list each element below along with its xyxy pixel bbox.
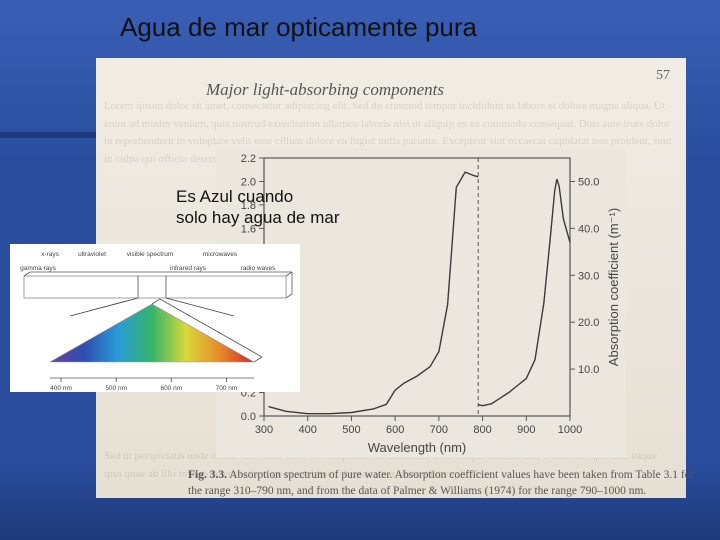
- svg-text:Absorption coefficient (m⁻¹): Absorption coefficient (m⁻¹): [606, 208, 621, 366]
- svg-text:1000: 1000: [558, 424, 582, 436]
- svg-text:microwaves: microwaves: [203, 251, 238, 258]
- svg-text:0.0: 0.0: [241, 411, 256, 423]
- svg-text:20.0: 20.0: [578, 317, 599, 329]
- svg-text:x-rays: x-rays: [41, 251, 59, 258]
- svg-text:600: 600: [386, 424, 404, 436]
- svg-text:10.0: 10.0: [578, 364, 599, 376]
- svg-text:900: 900: [517, 424, 535, 436]
- em-spectrum-inset: x-rays ultraviolet visible spectrum microwa…: [10, 244, 300, 392]
- svg-text:50.0: 50.0: [578, 176, 599, 188]
- svg-text:400 nm: 400 nm: [50, 385, 72, 392]
- svg-text:Wavelength (nm): Wavelength (nm): [368, 440, 467, 455]
- annotation-line-1: Es Azul cuando: [176, 187, 293, 206]
- svg-text:radio waves: radio waves: [241, 265, 276, 272]
- svg-text:800: 800: [473, 424, 491, 436]
- svg-text:500: 500: [342, 424, 360, 436]
- caption-prefix: Fig. 3.3.: [188, 469, 227, 481]
- svg-text:40.0: 40.0: [578, 223, 599, 235]
- svg-text:700 nm: 700 nm: [216, 385, 238, 392]
- svg-text:600 nm: 600 nm: [160, 385, 182, 392]
- svg-text:visible spectrum: visible spectrum: [127, 251, 174, 258]
- svg-text:700: 700: [430, 424, 448, 436]
- svg-text:2.2: 2.2: [241, 153, 256, 165]
- svg-text:300: 300: [255, 424, 273, 436]
- figure-caption: Fig. 3.3. Absorption spectrum of pure wa…: [188, 468, 708, 499]
- svg-text:gamma rays: gamma rays: [20, 265, 57, 272]
- svg-text:infrared rays: infrared rays: [170, 265, 207, 272]
- annotation-line-2: solo hay agua de mar: [176, 208, 340, 227]
- slide-accent-band: [0, 132, 96, 138]
- svg-text:400: 400: [299, 424, 317, 436]
- svg-text:ultraviolet: ultraviolet: [78, 251, 106, 258]
- section-heading: Major light-absorbing components: [206, 80, 444, 100]
- svg-text:30.0: 30.0: [578, 270, 599, 282]
- annotation-text: Es Azul cuando solo hay agua de mar: [176, 186, 340, 229]
- caption-body: Absorption spectrum of pure water. Absor…: [188, 469, 694, 497]
- page-number: 57: [656, 68, 670, 84]
- slide-title: Agua de mar opticamente pura: [120, 12, 477, 43]
- svg-text:500 nm: 500 nm: [105, 385, 127, 392]
